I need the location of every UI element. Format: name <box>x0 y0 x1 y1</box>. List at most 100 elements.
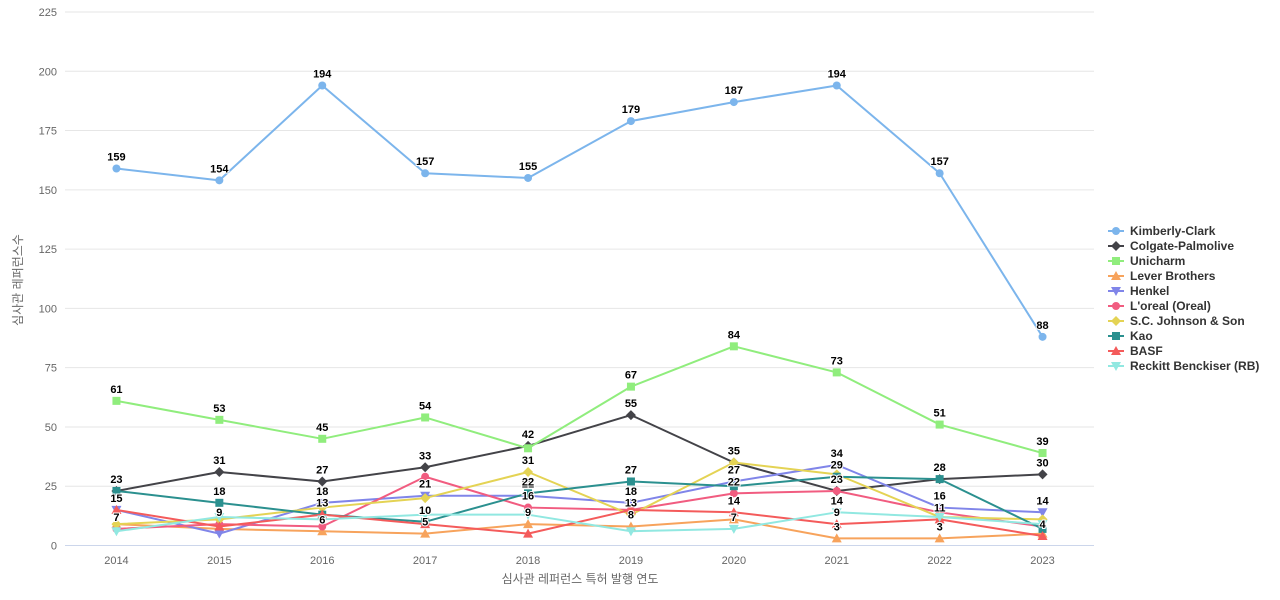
x-axis-tick-labels: 2014 2015 2016 2017 2018 2019 2020 2021 2022 2023 <box>104 555 1055 567</box>
x-tick-label: 2015 <box>207 555 231 567</box>
data-point[interactable] <box>832 81 841 90</box>
data-point[interactable] <box>729 489 738 498</box>
data-point[interactable] <box>626 477 635 486</box>
data-point[interactable] <box>111 527 122 537</box>
series-reckitt-benckiser-rb <box>111 508 1048 537</box>
data-point[interactable] <box>729 342 738 351</box>
data-point[interactable] <box>1038 332 1047 341</box>
data-point[interactable] <box>831 508 842 518</box>
data-point[interactable] <box>831 460 842 470</box>
legend-item-colgate-palmolive[interactable]: Colgate-Palmolive <box>1108 239 1234 253</box>
legend-item-kao[interactable]: Kao <box>1108 329 1153 343</box>
data-point[interactable] <box>318 81 327 90</box>
data-point[interactable] <box>523 528 534 538</box>
data-point[interactable] <box>729 98 738 107</box>
data-label: 18 <box>316 486 328 498</box>
data-point[interactable] <box>421 472 430 481</box>
data-point[interactable] <box>1037 531 1048 541</box>
legend-item-reckitt-benckiser-rb[interactable]: Reckitt Benckiser (RB) <box>1108 359 1259 373</box>
data-point[interactable] <box>523 510 534 520</box>
data-point[interactable] <box>831 533 842 543</box>
data-point[interactable] <box>728 457 739 468</box>
legend-item-s-c-johnson-son[interactable]: S.C. Johnson & Son <box>1108 314 1245 328</box>
legend-item-l-oreal-oreal[interactable]: L'oreal (Oreal) <box>1108 299 1211 313</box>
data-point[interactable] <box>626 117 635 126</box>
data-point[interactable] <box>420 519 431 529</box>
data-label: 27 <box>728 464 740 476</box>
data-point[interactable] <box>318 434 327 443</box>
data-point[interactable] <box>935 169 944 178</box>
data-point[interactable] <box>728 514 739 524</box>
data-point[interactable] <box>214 513 225 523</box>
data-point[interactable] <box>625 509 636 520</box>
data-point[interactable] <box>215 176 224 185</box>
data-point[interactable] <box>935 475 944 484</box>
data-point[interactable] <box>214 529 225 539</box>
data-point[interactable] <box>625 410 636 421</box>
data-point[interactable] <box>832 368 841 377</box>
data-label: 27 <box>316 464 328 476</box>
y-tick-label: 175 <box>39 126 57 138</box>
data-point[interactable] <box>317 515 328 525</box>
data-point[interactable] <box>1037 520 1048 530</box>
data-point[interactable] <box>420 493 431 504</box>
data-point[interactable] <box>421 169 430 178</box>
series-colgate-palmolive <box>111 410 1048 496</box>
data-point[interactable] <box>1038 449 1047 458</box>
data-point[interactable] <box>215 498 224 507</box>
data-point[interactable] <box>728 477 739 487</box>
data-label: 29 <box>831 460 843 472</box>
data-point[interactable] <box>318 522 327 531</box>
data-point[interactable] <box>111 504 122 514</box>
data-point[interactable] <box>934 513 945 523</box>
data-point[interactable] <box>112 164 121 173</box>
data-point[interactable] <box>625 498 636 508</box>
data-label: 187 <box>725 85 743 97</box>
data-point[interactable] <box>524 444 533 453</box>
data-point[interactable] <box>420 462 431 473</box>
data-point[interactable] <box>420 510 431 520</box>
data-label: 28 <box>934 462 946 474</box>
data-point[interactable] <box>317 502 328 513</box>
data-point[interactable] <box>1037 508 1048 518</box>
data-point[interactable] <box>524 489 533 498</box>
data-point[interactable] <box>214 521 225 531</box>
data-point[interactable] <box>1037 469 1048 480</box>
legend-item-henkel[interactable]: Henkel <box>1108 284 1169 298</box>
data-point[interactable] <box>214 466 225 477</box>
data-point[interactable] <box>832 472 841 481</box>
data-point[interactable] <box>625 527 636 537</box>
data-point[interactable] <box>626 382 635 391</box>
data-point[interactable] <box>112 396 121 405</box>
data-point[interactable] <box>421 413 430 422</box>
legend-marker-diamond-icon <box>1111 241 1121 251</box>
data-point[interactable] <box>523 519 534 529</box>
data-point[interactable] <box>832 486 841 495</box>
data-point[interactable] <box>317 476 328 487</box>
data-label: 27 <box>625 464 637 476</box>
data-point[interactable] <box>728 524 739 534</box>
legend-item-lever-brothers[interactable]: Lever Brothers <box>1108 269 1216 283</box>
data-point[interactable] <box>831 519 842 529</box>
data-point[interactable] <box>420 528 431 538</box>
data-point[interactable] <box>317 526 328 536</box>
data-point[interactable] <box>729 482 738 491</box>
legend-item-basf[interactable]: BASF <box>1108 344 1163 358</box>
data-label: 159 <box>107 151 125 163</box>
legend-label: Kimberly-Clark <box>1130 224 1216 238</box>
legend-item-unicharm[interactable]: Unicharm <box>1108 254 1185 268</box>
data-point[interactable] <box>728 507 739 517</box>
data-point[interactable] <box>934 503 945 513</box>
data-label: 194 <box>313 69 332 81</box>
legend-item-kimberly-clark[interactable]: Kimberly-Clark <box>1108 224 1216 238</box>
data-point[interactable] <box>524 173 533 182</box>
data-point[interactable] <box>625 504 636 514</box>
data-point[interactable] <box>111 519 122 530</box>
data-point[interactable] <box>112 486 121 495</box>
data-point[interactable] <box>523 466 534 477</box>
data-point[interactable] <box>934 533 945 543</box>
data-point[interactable] <box>215 415 224 424</box>
data-point[interactable] <box>524 503 533 512</box>
data-point[interactable] <box>935 420 944 429</box>
data-label: 23 <box>831 474 843 486</box>
